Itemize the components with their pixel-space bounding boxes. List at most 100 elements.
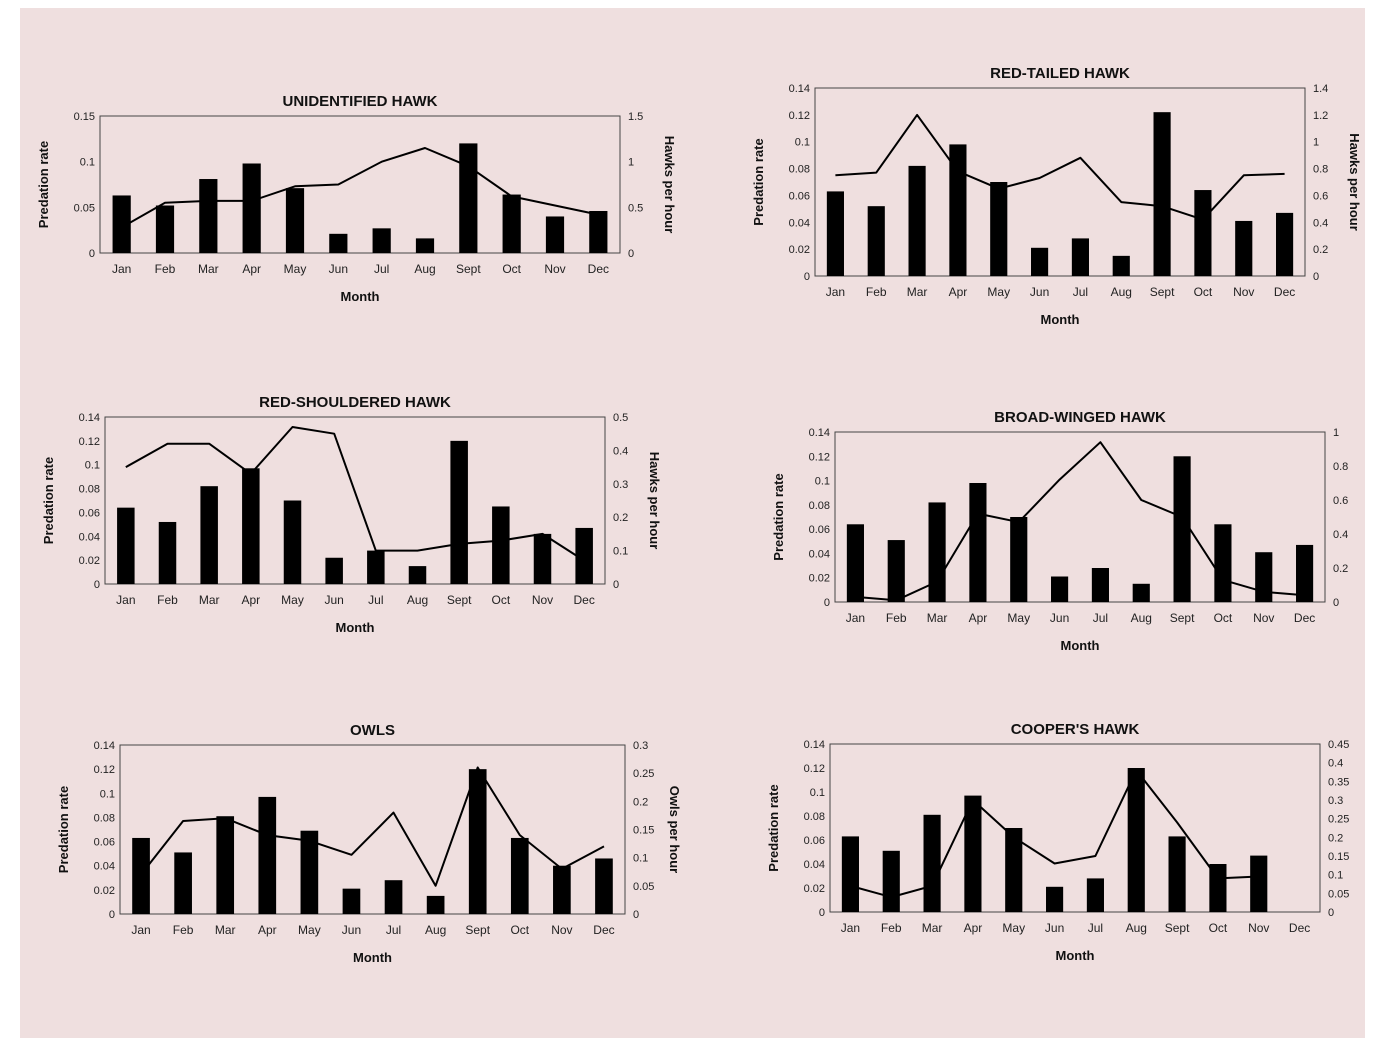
y-tick-label: 0.02 <box>809 573 830 585</box>
y2-tick-label: 0.1 <box>1328 870 1343 882</box>
y2-tick-label: 0 <box>1328 907 1334 919</box>
bar <box>285 188 305 253</box>
x-tick-label: Jul <box>374 262 389 276</box>
y-tick-label: 0.04 <box>804 859 825 871</box>
y-tick-label: 0.08 <box>804 811 825 823</box>
x-tick-label: Aug <box>1131 611 1152 625</box>
y2-tick-label: 0.4 <box>1313 217 1328 229</box>
y-axis-label: Predation rate <box>771 473 786 560</box>
bar <box>923 814 941 912</box>
bar <box>1255 552 1273 602</box>
y-tick-label: 0.1 <box>100 788 115 800</box>
bar <box>1091 568 1109 602</box>
y-tick-label: 0.06 <box>789 190 810 202</box>
bar <box>258 796 277 914</box>
bar <box>367 550 385 584</box>
bar <box>969 483 987 602</box>
x-tick-label: Apr <box>241 593 260 607</box>
y2-tick-label: 0.05 <box>1328 888 1349 900</box>
x-tick-label: Nov <box>1233 285 1254 299</box>
x-tick-label: Oct <box>491 593 510 607</box>
y-tick-label: 0 <box>819 907 825 919</box>
x-tick-label: Nov <box>1253 611 1274 625</box>
x-tick-label: Aug <box>425 923 446 937</box>
x-axis-label: Month <box>353 950 392 965</box>
bar <box>450 440 468 584</box>
y2-tick-label: 0.5 <box>628 202 643 214</box>
y-tick-label: 0.02 <box>79 555 100 567</box>
x-tick-label: Jul <box>368 593 383 607</box>
red-shouldered-hawk-chart: RED-SHOULDERED HAWK 0 0.02 0.04 0.06 0.08 0.1 0… <box>41 394 662 635</box>
plot-frame <box>814 87 1306 277</box>
x-tick-label: Feb <box>866 285 887 299</box>
x-tick-label: Aug <box>414 262 435 276</box>
bar <box>1276 212 1294 276</box>
bar <box>216 816 235 914</box>
x-tick-label: May <box>987 285 1010 299</box>
bar <box>325 557 343 584</box>
bar <box>826 191 844 276</box>
bar <box>112 195 131 253</box>
chart-title: UNIDENTIFIED HAWK <box>283 93 438 110</box>
bar <box>329 233 348 253</box>
y-tick-label: 0.12 <box>94 764 115 776</box>
x-tick-label: Dec <box>1274 285 1295 299</box>
y2-tick-label: 0.2 <box>613 512 628 524</box>
y2-tick-label: 0.4 <box>1333 529 1348 541</box>
y-tick-label: 0.02 <box>94 885 115 897</box>
bar <box>242 468 260 584</box>
x-axis-label: Month <box>341 289 380 304</box>
plot-frame <box>119 744 626 915</box>
y2-tick-label: 0.15 <box>1328 851 1349 863</box>
bar <box>1214 524 1232 602</box>
coopers-hawk-chart: COOPER'S HAWK 0 0.02 0.04 0.06 0.08 0.1 0.12 0.1… <box>766 721 1349 963</box>
y-tick-label: 0.02 <box>789 244 810 256</box>
y2-axis-label: Owls per hour <box>667 786 682 873</box>
bar <box>199 179 218 253</box>
y-tick-label: 0.14 <box>804 739 825 751</box>
y-axis-label: Predation rate <box>751 138 766 225</box>
y-tick-label: 0.02 <box>804 883 825 895</box>
x-tick-label: Jan <box>826 285 845 299</box>
x-tick-label: Feb <box>155 262 176 276</box>
bar <box>841 836 859 912</box>
y2-tick-label: 0.6 <box>1313 190 1328 202</box>
bar <box>1127 768 1145 912</box>
x-axis-label: Month <box>336 620 375 635</box>
y-tick-label: 0.08 <box>94 812 115 824</box>
y2-tick-label: 0.05 <box>633 881 654 893</box>
y2-tick-label: 1.2 <box>1313 110 1328 122</box>
bar <box>155 205 175 253</box>
x-tick-label: Aug <box>1126 921 1147 935</box>
x-tick-label: Jun <box>1050 611 1069 625</box>
bar <box>200 486 218 584</box>
bar <box>1173 456 1191 602</box>
bar <box>545 216 565 253</box>
y2-axis-label: Hawks per hour <box>647 452 662 550</box>
y2-tick-label: 0.25 <box>633 768 654 780</box>
bar <box>174 852 192 914</box>
y-tick-label: 0.05 <box>74 202 95 214</box>
bar <box>553 865 571 914</box>
y2-tick-label: 0.8 <box>1333 461 1348 473</box>
x-tick-label: Sept <box>1170 611 1195 625</box>
bar <box>502 194 521 253</box>
y2-axis-label: Hawks per hour <box>662 136 677 234</box>
x-tick-label: Aug <box>1111 285 1132 299</box>
x-tick-label: Oct <box>502 262 521 276</box>
x-tick-label: Jun <box>342 923 361 937</box>
x-tick-label: Mar <box>907 285 928 299</box>
y2-tick-label: 0.2 <box>1333 563 1348 575</box>
x-tick-label: Jul <box>1073 285 1088 299</box>
y2-tick-label: 0.3 <box>633 740 648 752</box>
y-tick-label: 0.1 <box>80 157 95 169</box>
x-tick-label: Mar <box>927 611 948 625</box>
y-tick-label: 0.12 <box>79 436 100 448</box>
y-tick-label: 0.06 <box>94 837 115 849</box>
y2-tick-label: 1 <box>628 157 634 169</box>
x-tick-label: Feb <box>886 611 907 625</box>
bar <box>1071 238 1089 276</box>
y2-tick-label: 0.6 <box>1333 495 1348 507</box>
x-tick-label: Oct <box>1214 611 1233 625</box>
bar <box>1010 517 1028 602</box>
